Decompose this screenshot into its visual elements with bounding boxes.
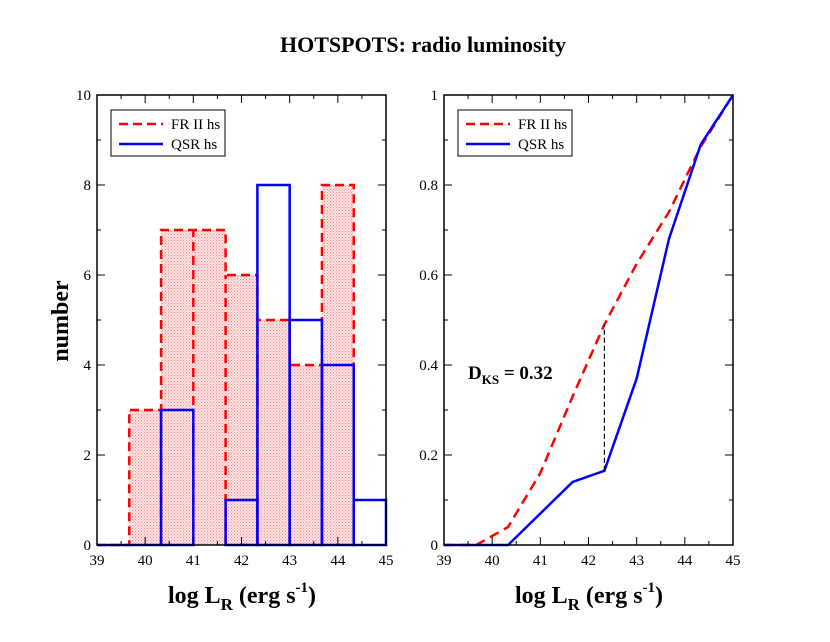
legend-label: QSR hs bbox=[518, 137, 564, 153]
y-tick-label: 0.6 bbox=[419, 268, 438, 284]
legend-label: FR II hs bbox=[171, 117, 220, 133]
fr2-histogram-bar bbox=[289, 365, 322, 545]
y-tick-label: 10 bbox=[76, 88, 91, 104]
y-tick-label: 2 bbox=[84, 448, 92, 464]
x-tick-label: 41 bbox=[186, 553, 201, 569]
y-tick-label: 0 bbox=[431, 538, 439, 554]
y-tick-label: 0 bbox=[84, 538, 92, 554]
x-axis-label-right: log LR (erg s-1) bbox=[515, 580, 663, 614]
y-tick-label: 4 bbox=[84, 358, 92, 374]
x-tick-label: 41 bbox=[533, 553, 548, 569]
x-tick-label: 45 bbox=[379, 553, 394, 569]
legend-box bbox=[457, 109, 573, 157]
fr2-histogram-bar bbox=[193, 230, 226, 545]
x-tick-label: 44 bbox=[330, 553, 346, 569]
x-tick-label: 39 bbox=[90, 553, 105, 569]
fr2-cdf-line bbox=[444, 94, 735, 547]
figure-title: HOTSPOTS: radio luminosity bbox=[280, 32, 566, 57]
x-tick-label: 43 bbox=[282, 553, 297, 569]
fr2-histogram-bar bbox=[129, 410, 162, 545]
x-tick-label: 39 bbox=[437, 553, 452, 569]
y-tick-label: 8 bbox=[84, 178, 92, 194]
qsr-histogram-bar bbox=[352, 498, 388, 547]
y-tick-label: 6 bbox=[84, 268, 92, 284]
fr2-histogram-bar bbox=[257, 320, 290, 545]
cdf-panel: 39 40 41 42 43 44 45 0 0.2 0.4 0.6 0.8 1 FR II hs QSR … bbox=[419, 88, 740, 569]
y-tick-label: 0.4 bbox=[419, 358, 438, 374]
y-axis-label-left: number bbox=[48, 280, 74, 362]
x-tick-label: 40 bbox=[485, 553, 500, 569]
legend-label: FR II hs bbox=[518, 117, 567, 133]
legend: FR II hs QSR hs bbox=[110, 109, 226, 157]
y-tick-label: 0.8 bbox=[419, 178, 438, 194]
fr2-histogram-bar bbox=[225, 275, 258, 545]
x-tick-label: 42 bbox=[234, 553, 249, 569]
x-axis-label-left: log LR (erg s-1) bbox=[168, 580, 316, 614]
qsr-cdf-line bbox=[444, 94, 735, 547]
x-tick-label: 40 bbox=[138, 553, 153, 569]
x-tick-label: 45 bbox=[726, 553, 741, 569]
ks-statistic-label: DKS = 0.32 bbox=[468, 363, 553, 387]
histogram-panel: 39 40 41 42 43 44 45 0 2 4 6 8 10 FR II hs QSR hs bbox=[76, 88, 394, 569]
y-tick-label: 1 bbox=[431, 88, 439, 104]
x-tick-label: 44 bbox=[677, 553, 693, 569]
fr2-histogram-bar bbox=[161, 230, 194, 545]
legend-box bbox=[110, 109, 226, 157]
legend-label: QSR hs bbox=[171, 137, 217, 153]
y-tick-label: 0.2 bbox=[419, 448, 438, 464]
x-tick-label: 43 bbox=[629, 553, 644, 569]
legend: FR II hs QSR hs bbox=[457, 109, 573, 157]
x-tick-label: 42 bbox=[581, 553, 596, 569]
